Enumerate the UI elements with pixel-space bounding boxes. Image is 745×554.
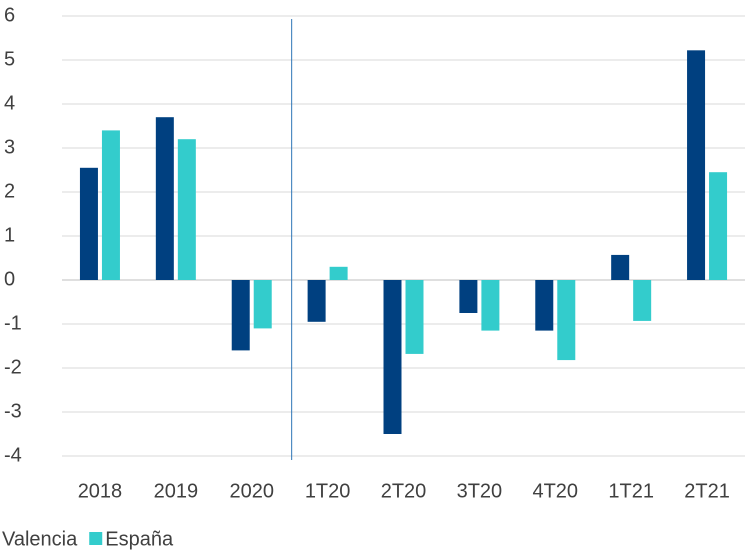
bar	[481, 280, 500, 331]
y-tick-label: 6	[4, 4, 15, 26]
bar	[557, 280, 576, 361]
bar	[101, 130, 120, 280]
bar	[79, 167, 98, 280]
x-tick-label: 2020	[229, 480, 274, 502]
x-tick-label: 2T20	[381, 480, 427, 502]
x-tick-label: 4T20	[532, 480, 578, 502]
legend-swatch	[89, 532, 103, 545]
bar	[177, 139, 196, 280]
bar	[329, 266, 348, 280]
legend-label: España	[105, 528, 174, 550]
bar	[383, 280, 402, 434]
x-tick-label: 2018	[78, 480, 123, 502]
y-tick-label: 2	[4, 180, 15, 202]
y-tick-label: -3	[4, 400, 22, 422]
bar	[709, 172, 728, 280]
bar	[459, 280, 478, 313]
x-tick-label: 1T21	[608, 480, 654, 502]
bar	[231, 280, 250, 351]
legend-label: Valencia	[2, 528, 78, 550]
bar	[535, 280, 554, 331]
y-tick-label: -4	[4, 444, 22, 466]
y-tick-label: 1	[4, 224, 15, 246]
y-tick-label: -2	[4, 356, 22, 378]
y-tick-label: 3	[4, 136, 15, 158]
bar	[253, 280, 272, 329]
bar	[405, 280, 424, 354]
x-tick-label: 3T20	[457, 480, 503, 502]
y-tick-label: 5	[4, 48, 15, 70]
x-tick-label: 2T21	[684, 480, 730, 502]
bar	[633, 280, 652, 321]
x-tick-label: 2019	[154, 480, 199, 502]
bar	[155, 117, 174, 280]
y-tick-label: 0	[4, 268, 15, 290]
y-tick-label: 4	[4, 92, 15, 114]
bar	[687, 50, 706, 280]
x-tick-label: 1T20	[305, 480, 351, 502]
bar	[611, 254, 630, 280]
bar	[307, 280, 326, 322]
y-tick-label: -1	[4, 312, 22, 334]
